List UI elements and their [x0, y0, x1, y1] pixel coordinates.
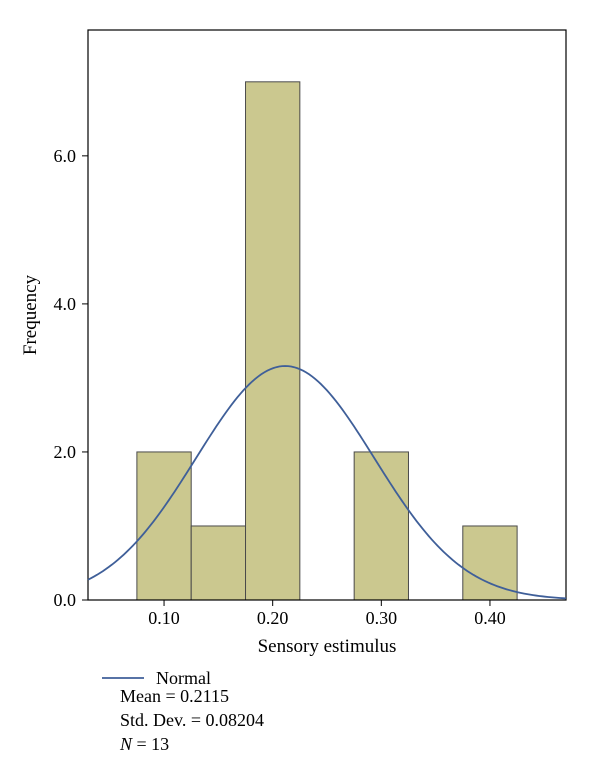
y-tick-label: 4.0 — [54, 294, 77, 314]
x-tick-label: 0.20 — [257, 608, 289, 628]
y-tick-label: 2.0 — [54, 442, 77, 462]
histogram-bar — [246, 82, 300, 600]
histogram-bar — [463, 526, 517, 600]
histogram-bar — [137, 452, 191, 600]
x-tick-label: 0.10 — [148, 608, 180, 628]
legend-label: Normal — [156, 668, 211, 688]
y-tick-label: 6.0 — [54, 146, 77, 166]
stat-italic: N — [119, 734, 133, 754]
x-tick-label: 0.30 — [366, 608, 398, 628]
x-axis-label: Sensory estimulus — [258, 636, 397, 657]
histogram-figure: 0.10 0.20 0.30 0.40 Sensory estimulus 0.0 2.0 4… — [0, 0, 610, 759]
stat-line: N = 13 — [119, 734, 169, 754]
y-tick-label: 0.0 — [54, 590, 77, 610]
histogram-bar — [354, 452, 408, 600]
chart-svg: 0.10 0.20 0.30 0.40 Sensory estimulus 0.0 2.0 4… — [0, 0, 610, 759]
y-axis-label: Frequency — [20, 274, 41, 355]
stat-line: Std. Dev. = 0.08204 — [120, 710, 264, 730]
stat-rest: = 13 — [132, 734, 169, 754]
stat-line: Mean = 0.2115 — [120, 686, 229, 706]
histogram-bar — [191, 526, 245, 600]
x-tick-label: 0.40 — [474, 608, 506, 628]
